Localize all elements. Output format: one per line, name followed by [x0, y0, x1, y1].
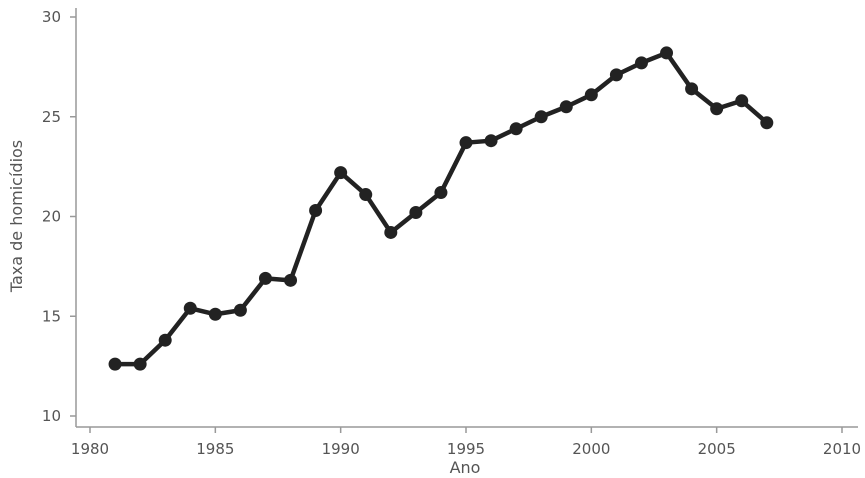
data-point — [133, 357, 147, 371]
plot-area — [108, 46, 774, 371]
data-point — [108, 357, 122, 371]
x-ticks: 1980 1985 1990 1995 2000 2005 2010 — [71, 427, 861, 458]
x-tick-label: 2005 — [698, 440, 736, 458]
data-point — [484, 134, 498, 148]
data-point — [384, 225, 398, 239]
data-point — [609, 68, 623, 82]
x-tick-label: 1995 — [447, 440, 485, 458]
data-point — [760, 116, 774, 130]
x-tick-label: 2010 — [823, 440, 861, 458]
x-axis-title: Ano — [450, 458, 481, 477]
data-point — [735, 94, 749, 108]
y-tick-label: 20 — [42, 208, 61, 226]
y-tick-label: 10 — [42, 407, 61, 425]
x-tick-label: 1985 — [196, 440, 234, 458]
data-point — [183, 301, 197, 315]
y-tick-label: 25 — [42, 108, 61, 126]
data-point — [434, 186, 448, 200]
data-point — [233, 303, 247, 317]
x-tick-label: 1980 — [71, 440, 109, 458]
data-point — [334, 166, 348, 180]
y-tick-label: 30 — [42, 8, 61, 26]
data-point — [284, 273, 298, 287]
y-tick-label: 15 — [42, 307, 61, 325]
y-ticks: 10 15 20 25 30 — [42, 8, 76, 425]
data-point — [584, 88, 598, 102]
data-point — [409, 206, 423, 220]
x-tick-label: 2000 — [572, 440, 610, 458]
data-point — [309, 204, 323, 218]
data-point — [559, 100, 573, 114]
data-point — [208, 307, 222, 321]
data-point — [459, 136, 473, 150]
y-axis: 10 15 20 25 30 — [42, 8, 77, 427]
data-point — [634, 56, 648, 70]
data-point — [359, 188, 373, 202]
data-point — [509, 122, 523, 136]
data-point — [660, 46, 674, 60]
x-tick-label: 1990 — [322, 440, 360, 458]
data-point — [685, 82, 699, 96]
data-point — [534, 110, 548, 124]
data-point — [710, 102, 724, 116]
data-point — [158, 333, 172, 347]
data-point — [258, 271, 272, 285]
y-axis-title: Taxa de homicídios — [7, 140, 26, 293]
x-axis: 1980 1985 1990 1995 2000 2005 2010 — [71, 426, 861, 458]
